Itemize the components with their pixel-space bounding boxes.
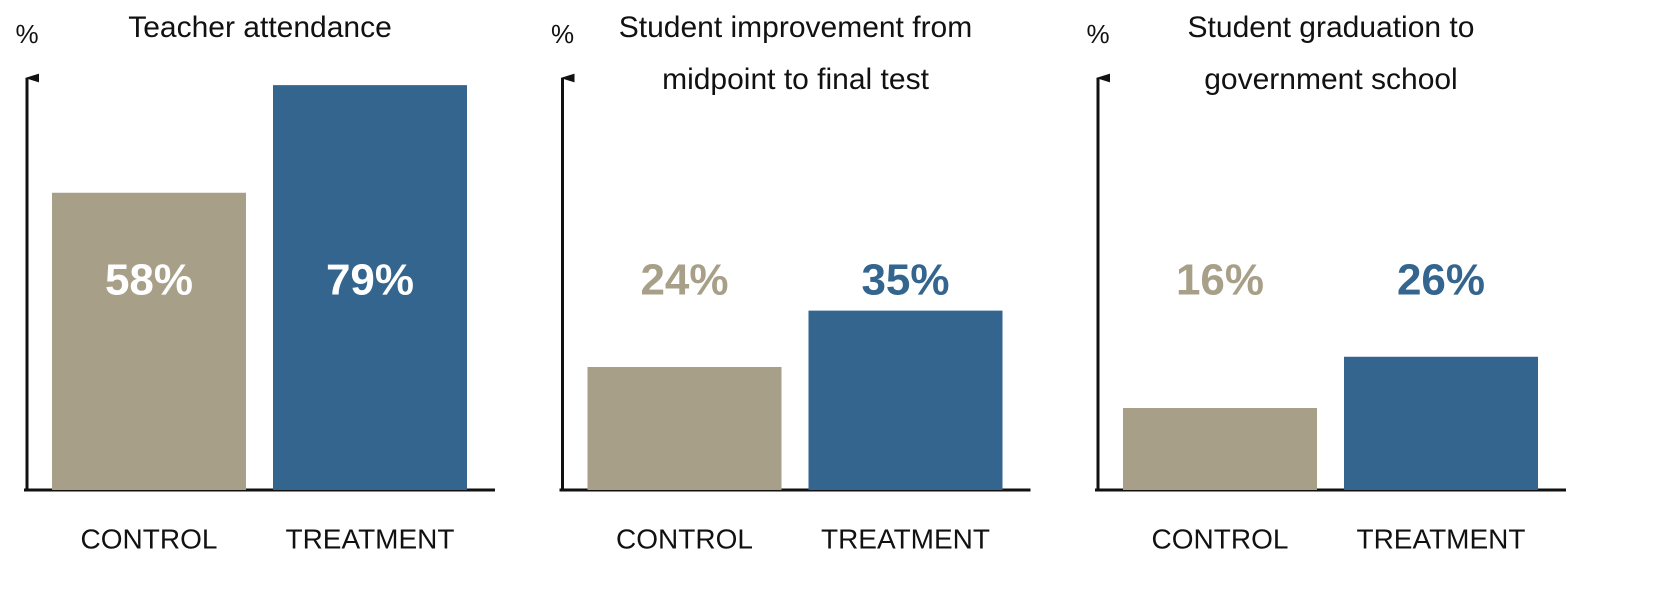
bar xyxy=(808,310,1003,490)
x-tick-label: CONTROL xyxy=(616,523,753,554)
x-tick-label: TREATMENT xyxy=(1356,523,1525,554)
bar xyxy=(1344,356,1538,490)
y-axis-label: % xyxy=(15,19,38,49)
value-label: 35% xyxy=(861,256,949,305)
x-tick-label: TREATMENT xyxy=(285,523,454,554)
value-label: 58% xyxy=(105,256,193,305)
bar xyxy=(1123,408,1317,490)
bar xyxy=(52,192,246,490)
value-label: 79% xyxy=(326,256,414,305)
x-tick-label: TREATMENT xyxy=(821,523,990,554)
y-axis-label: % xyxy=(1086,19,1109,49)
value-label: 26% xyxy=(1397,256,1485,305)
chart-title: Student improvement from midpoint to fin… xyxy=(618,11,973,96)
bar xyxy=(273,85,467,490)
bar xyxy=(587,367,782,490)
x-tick-label: CONTROL xyxy=(1152,523,1289,554)
chart-title: Student graduation to government school xyxy=(1187,11,1475,96)
chart-title: Teacher attendance xyxy=(128,11,392,44)
value-label: 16% xyxy=(1176,256,1264,305)
x-tick-label: CONTROL xyxy=(81,523,218,554)
value-label: 24% xyxy=(640,256,728,305)
y-axis-label: % xyxy=(551,19,574,49)
